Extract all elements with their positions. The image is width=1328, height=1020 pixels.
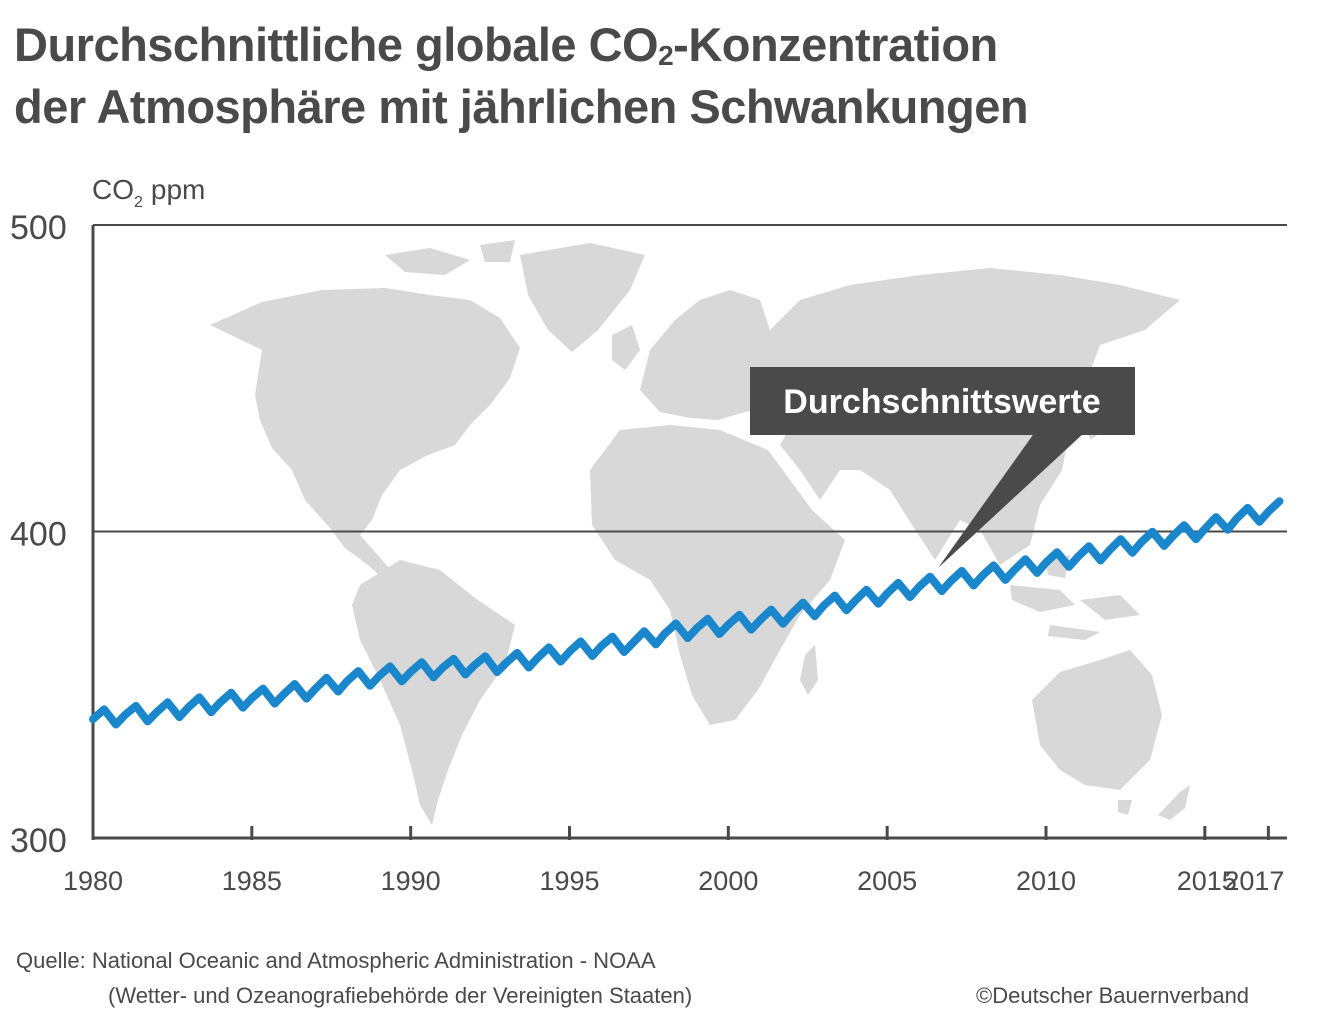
x-tick-label-1995: 1995	[539, 866, 599, 896]
y-axis-label: CO2 ppm	[92, 174, 205, 211]
australia-shape	[1032, 650, 1162, 790]
greenland-shape	[520, 243, 645, 352]
arctic-islands-shape	[385, 240, 515, 275]
north-america-shape	[210, 288, 520, 535]
title-line1-part1: Durchschnittliche globale CO	[14, 18, 659, 71]
madagascar-shape	[800, 645, 818, 695]
y-tick-label-500: 500	[10, 209, 67, 247]
new-zealand-shape	[1158, 785, 1190, 820]
x-tick-label-2017: 2017	[1224, 866, 1284, 896]
title-line2: der Atmosphäre mit jährlichen Schwankung…	[14, 80, 1029, 133]
title-line1-part2: -Konzentration	[673, 18, 998, 71]
indonesia-shape	[1010, 555, 1140, 640]
x-tick-label-1990: 1990	[381, 866, 441, 896]
callout-pointer	[938, 432, 1085, 568]
callout-box	[750, 367, 1135, 435]
copyright: ©Deutscher Bauernverband	[976, 983, 1250, 1008]
x-tick-label-2000: 2000	[698, 866, 758, 896]
x-tick-label-1980: 1980	[63, 866, 123, 896]
uk-shape	[612, 325, 640, 370]
source-line-1: Quelle: National Oceanic and Atmospheric…	[16, 948, 656, 973]
title-line1-sub: 2	[658, 40, 674, 71]
x-tick-label-2015: 2015	[1177, 866, 1237, 896]
y-tick-label-400: 400	[10, 516, 67, 554]
africa-shape	[590, 425, 845, 725]
y-axis-label-sub: 2	[134, 194, 143, 211]
x-tick-label-2010: 2010	[1016, 866, 1076, 896]
x-tick-label-2005: 2005	[857, 866, 917, 896]
y-tick-label-300: 300	[10, 822, 67, 860]
annotation-callout: Durchschnittswerte	[750, 367, 1135, 568]
chart-title: Durchschnittliche globale CO2-Konzentrat…	[14, 14, 1314, 138]
callout-text: Durchschnittswerte	[783, 383, 1100, 421]
co2-series-line	[89, 497, 1284, 729]
tasmania-shape	[1118, 800, 1132, 815]
central-america-shape	[330, 528, 398, 585]
south-america-shape	[352, 560, 515, 825]
y-axis-label-unit: ppm	[151, 174, 205, 205]
x-tick-label-1985: 1985	[222, 866, 282, 896]
source-line-2: (Wetter- und Ozeanografiebehörde der Ver…	[108, 983, 693, 1008]
